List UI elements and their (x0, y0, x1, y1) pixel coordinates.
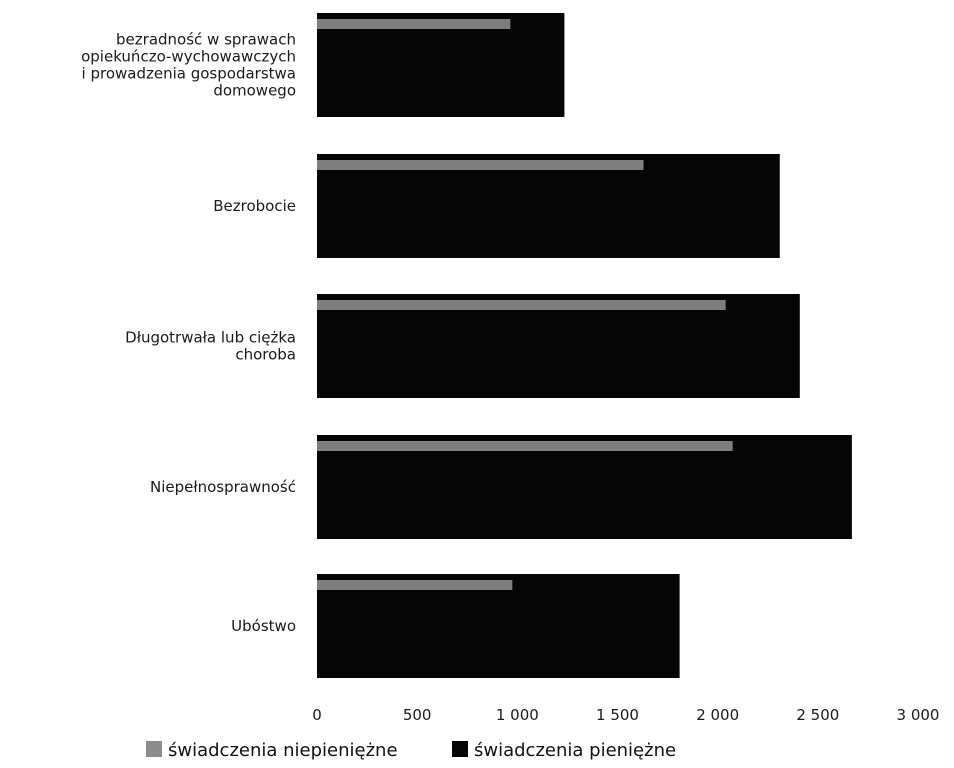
category-label-line: Długotrwała lub ciężka (125, 329, 296, 347)
x-tick-label: 2 500 (796, 706, 839, 724)
bar-noncash-4 (317, 580, 513, 590)
category-label-2: Długotrwała lub ciężka choroba (125, 329, 296, 364)
x-tick-label: 3 000 (897, 706, 940, 724)
category-label-line: Niepełnosprawność (150, 478, 296, 496)
x-tick-label: 0 (312, 706, 322, 724)
bar-noncash-1 (317, 160, 644, 170)
category-label-line: Ubóstwo (231, 617, 296, 635)
legend-label-1: świadczenia pieniężne (474, 740, 676, 761)
legend-swatch-0 (146, 741, 162, 757)
bar-cash-0 (317, 13, 565, 117)
category-labels: bezradność w sprawach opiekuńczo-wychowaw… (81, 31, 296, 636)
bar-cash-1 (317, 154, 780, 258)
category-label-line: i prowadzenia gospodarstwa (82, 65, 296, 83)
x-axis-tick-labels: 0 500 1 000 1 500 2 000 2 500 3 000 (312, 706, 939, 724)
category-label-line: bezradność w sprawach (116, 31, 296, 49)
x-tick-label: 1 000 (496, 706, 539, 724)
x-tick-label: 500 (403, 706, 432, 724)
x-tick-label: 1 500 (596, 706, 639, 724)
bar-noncash-0 (317, 19, 511, 29)
bar-noncash-3 (317, 441, 733, 451)
legend-label-0: świadczenia niepieniężne (168, 740, 398, 761)
legend: świadczenia niepieniężne świadczenia pien… (146, 740, 676, 761)
category-label-1: Bezrobocie (213, 197, 296, 215)
bar-cash-2 (317, 294, 800, 398)
category-label-line: Bezrobocie (213, 197, 296, 215)
category-label-line: domowego (213, 82, 296, 100)
legend-swatch-1 (452, 741, 468, 757)
x-tick-label: 2 000 (696, 706, 739, 724)
bars-layer (317, 13, 852, 678)
category-label-0: bezradność w sprawach opiekuńczo-wychowaw… (81, 31, 296, 100)
category-label-3: Niepełnosprawność (150, 478, 296, 496)
category-label-line: choroba (235, 346, 296, 364)
category-label-line: opiekuńczo-wychowawczych (81, 48, 296, 66)
category-label-4: Ubóstwo (231, 617, 296, 635)
bar-cash-3 (317, 435, 852, 539)
bar-noncash-2 (317, 300, 726, 310)
bar-cash-4 (317, 574, 680, 678)
